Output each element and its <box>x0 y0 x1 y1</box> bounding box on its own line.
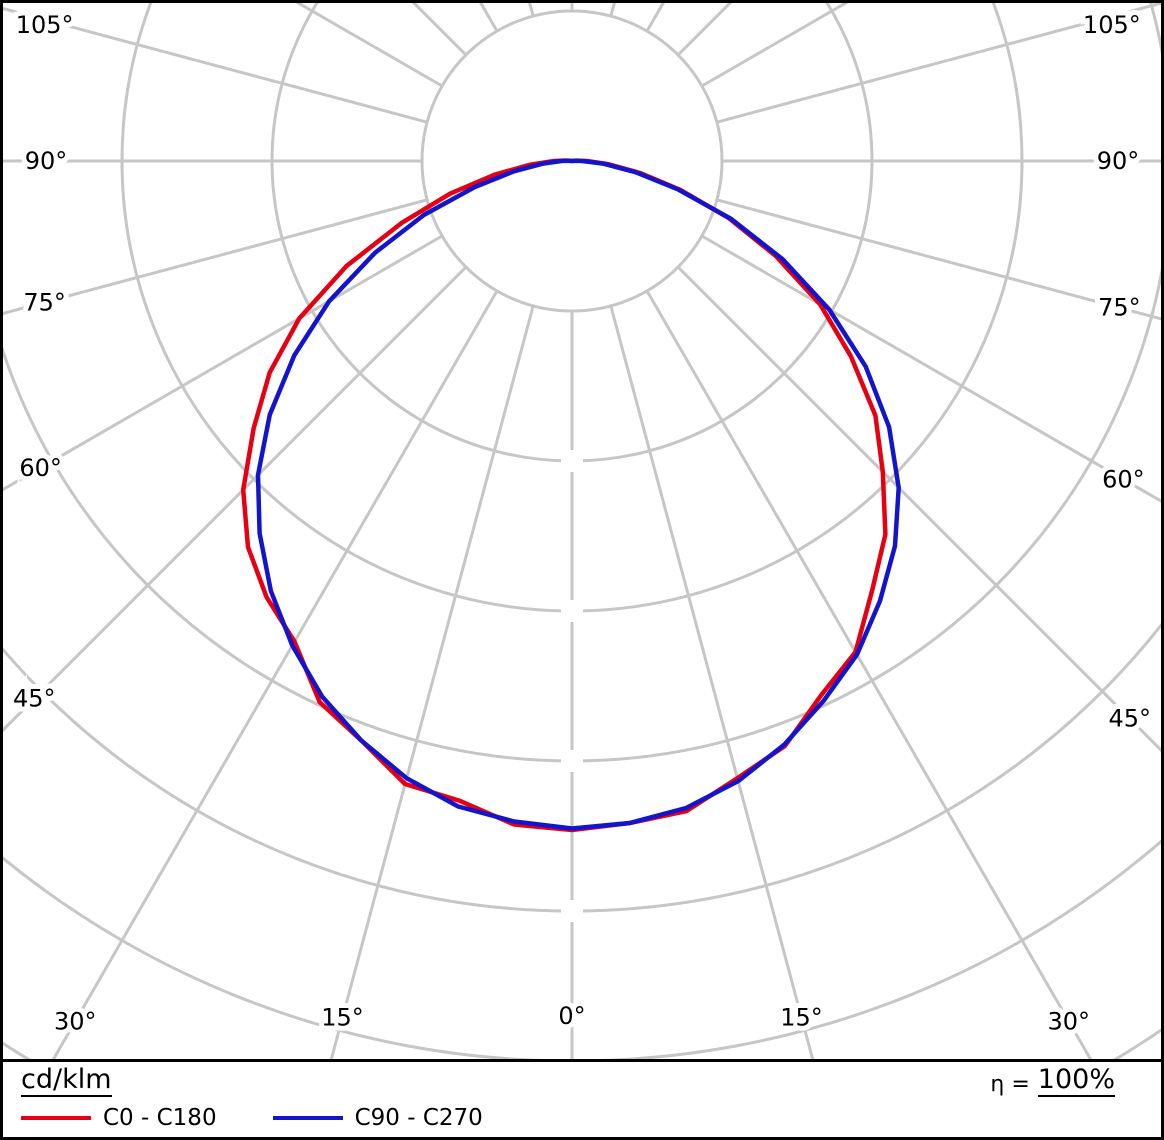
angle-label: 45° <box>13 685 56 713</box>
unit-label: cd/klm <box>21 1064 112 1098</box>
grid-spoke <box>51 290 499 1059</box>
chart-footer: cd/klm η = 100% C0 - C180 C90 - C270 <box>3 1062 1161 1137</box>
grid-spoke <box>645 290 1093 1059</box>
angle-label: 75° <box>23 288 66 316</box>
grid-spoke <box>701 234 1161 503</box>
footer-top-row: cd/klm η = 100% <box>3 1064 1161 1098</box>
legend-swatch-c90-c270 <box>272 1116 343 1120</box>
efficiency-symbol: η = <box>990 1072 1030 1098</box>
grid-spoke <box>3 198 428 316</box>
angle-label: 60° <box>1102 465 1145 493</box>
axis-label-gap <box>561 450 583 472</box>
grid-spoke <box>716 3 1161 124</box>
angle-label: 90° <box>1097 147 1140 175</box>
legend-swatch-c0-c180 <box>21 1116 91 1120</box>
angle-label: 30° <box>54 1007 97 1035</box>
legend-item-c0-c180: C0 - C180 <box>21 1105 217 1131</box>
grid-spoke <box>3 266 467 733</box>
polar-plot: 0° 15° 15° 30° 30° 45° 45° 60° 60° 75° 75° 90° 90° 10… <box>3 3 1161 1062</box>
axis-label-gap <box>561 900 583 922</box>
curve-C0-C180 <box>240 158 888 833</box>
grid-spoke <box>716 198 1161 321</box>
axis-label-gap <box>561 750 583 772</box>
angle-label: 0° <box>558 1002 585 1030</box>
polar-chart-canvas: 0° 15° 15° 30° 30° 45° 45° 60° 60° 75° 75° 90° 90° 10… <box>3 3 1161 1059</box>
legend-label-c0-c180: C0 - C180 <box>103 1105 217 1131</box>
grid-spoke <box>609 305 815 1059</box>
grid-ring <box>3 3 1161 763</box>
efficiency-value: 100% <box>1037 1064 1115 1098</box>
angle-label: 15° <box>780 1003 823 1031</box>
legend: C0 - C180 C90 - C270 <box>3 1105 1161 1131</box>
angle-label: 105° <box>1083 11 1141 39</box>
angle-label: 45° <box>1108 705 1151 733</box>
angle-label: 105° <box>16 11 74 39</box>
legend-item-c90-c270: C90 - C270 <box>272 1105 483 1131</box>
grid-spoke <box>329 305 535 1059</box>
grid-spoke <box>677 266 1161 753</box>
polar-grid <box>3 3 1161 1059</box>
angle-label: 60° <box>19 454 62 482</box>
legend-label-c90-c270: C90 - C270 <box>354 1105 483 1131</box>
axis-label-gap <box>561 600 583 622</box>
angle-label: 15° <box>321 1003 364 1031</box>
grid-spoke <box>3 234 443 492</box>
angle-label: 90° <box>25 147 68 175</box>
efficiency: η = 100% <box>990 1064 1115 1098</box>
curve-C90-C270 <box>255 158 901 831</box>
grid-spoke <box>3 6 428 124</box>
angle-label: 75° <box>1098 294 1141 322</box>
angle-label: 30° <box>1047 1007 1090 1035</box>
